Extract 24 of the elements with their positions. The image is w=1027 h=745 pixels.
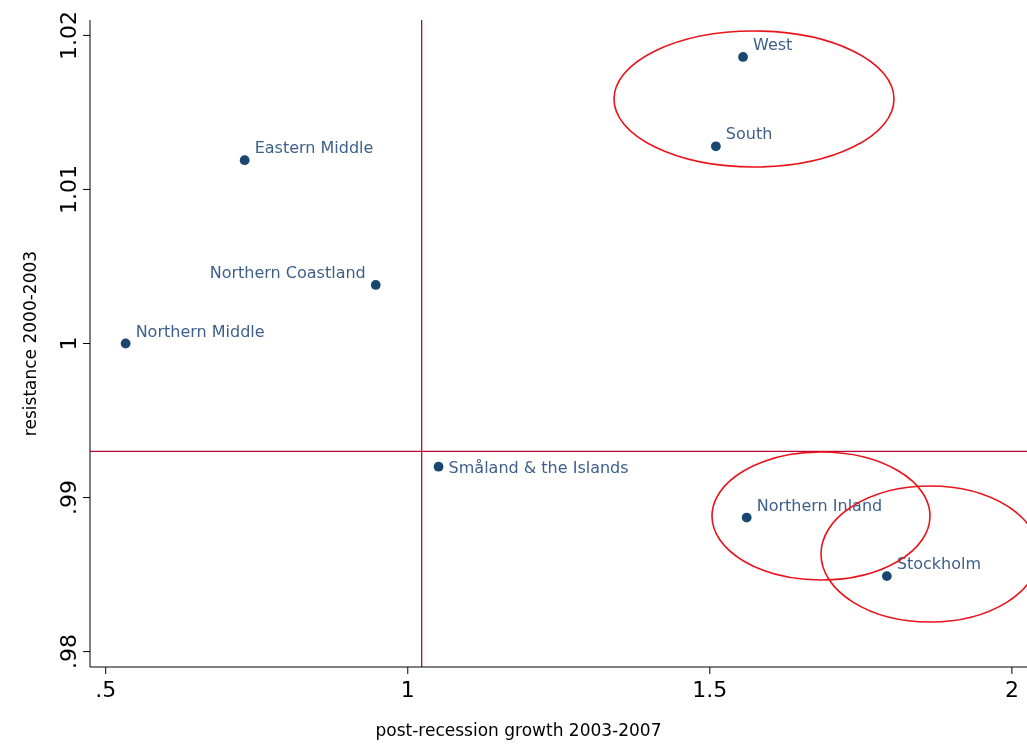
x-tick-label: 2 — [1004, 677, 1019, 702]
annotation: Småland & the Islands — [448, 457, 629, 477]
annotation: West — [753, 34, 793, 54]
annotation: South — [725, 124, 773, 144]
point — [370, 280, 381, 290]
y-tick-label: 1.02 — [56, 10, 81, 60]
y-tick-label: .99 — [56, 480, 81, 516]
y-tick-label: .98 — [56, 634, 81, 670]
x-tick-label: 1 — [400, 677, 415, 702]
x-axis-title: post-recession growth 2003-2007 — [375, 720, 662, 740]
y-tick-label: 1.01 — [56, 164, 81, 214]
annotation: Eastern Middle — [254, 138, 374, 158]
point — [120, 338, 131, 349]
annotation: Northern Coastland — [209, 262, 366, 282]
x-tick-label: 1.5 — [692, 677, 728, 702]
point — [741, 512, 752, 523]
annotation: Stockholm — [896, 554, 982, 574]
point — [881, 571, 892, 581]
point — [239, 155, 250, 166]
annotation: Northern Middle — [135, 321, 265, 341]
y-axis-title: resistance 2000-2003 — [20, 250, 40, 437]
x-tick-label: .5 — [95, 677, 117, 702]
y-tick-label: 1 — [56, 336, 81, 351]
point — [433, 461, 444, 472]
